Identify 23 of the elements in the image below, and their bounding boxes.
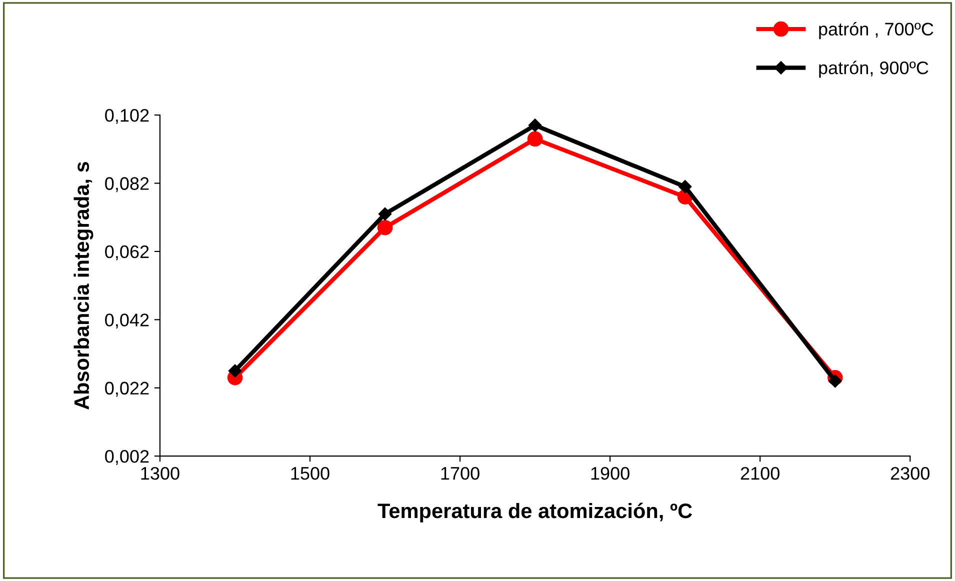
y-tick-label: 0,062 [105,245,149,260]
y-tick-label: 0,082 [105,177,149,192]
point [527,131,543,147]
y-tick-label: 0,022 [105,382,149,397]
x-tick-label: 1900 [591,466,630,480]
legend-label: patrón , 700ºC [819,22,934,40]
point [228,364,242,378]
x-tick-label: 2100 [740,466,780,480]
x-tick-label: 1700 [441,466,480,480]
point [828,374,842,388]
legend-label: patrón, 900ºC [819,60,928,78]
y-axis-title: Absorbancia integrada, s [74,162,94,410]
point [378,207,392,221]
x-tick-label: 1300 [141,466,180,480]
y-tick-label: 0,042 [105,314,149,329]
y-tick-label: 0,102 [105,108,149,124]
y-tick-label: 0,002 [105,450,149,465]
point [528,118,542,132]
point [377,220,393,236]
x-axis-title: Temperatura de atomización, ºC [378,502,692,522]
point [678,180,692,194]
x-tick-label: 1500 [291,466,330,480]
x-tick-label: 2300 [890,466,930,480]
